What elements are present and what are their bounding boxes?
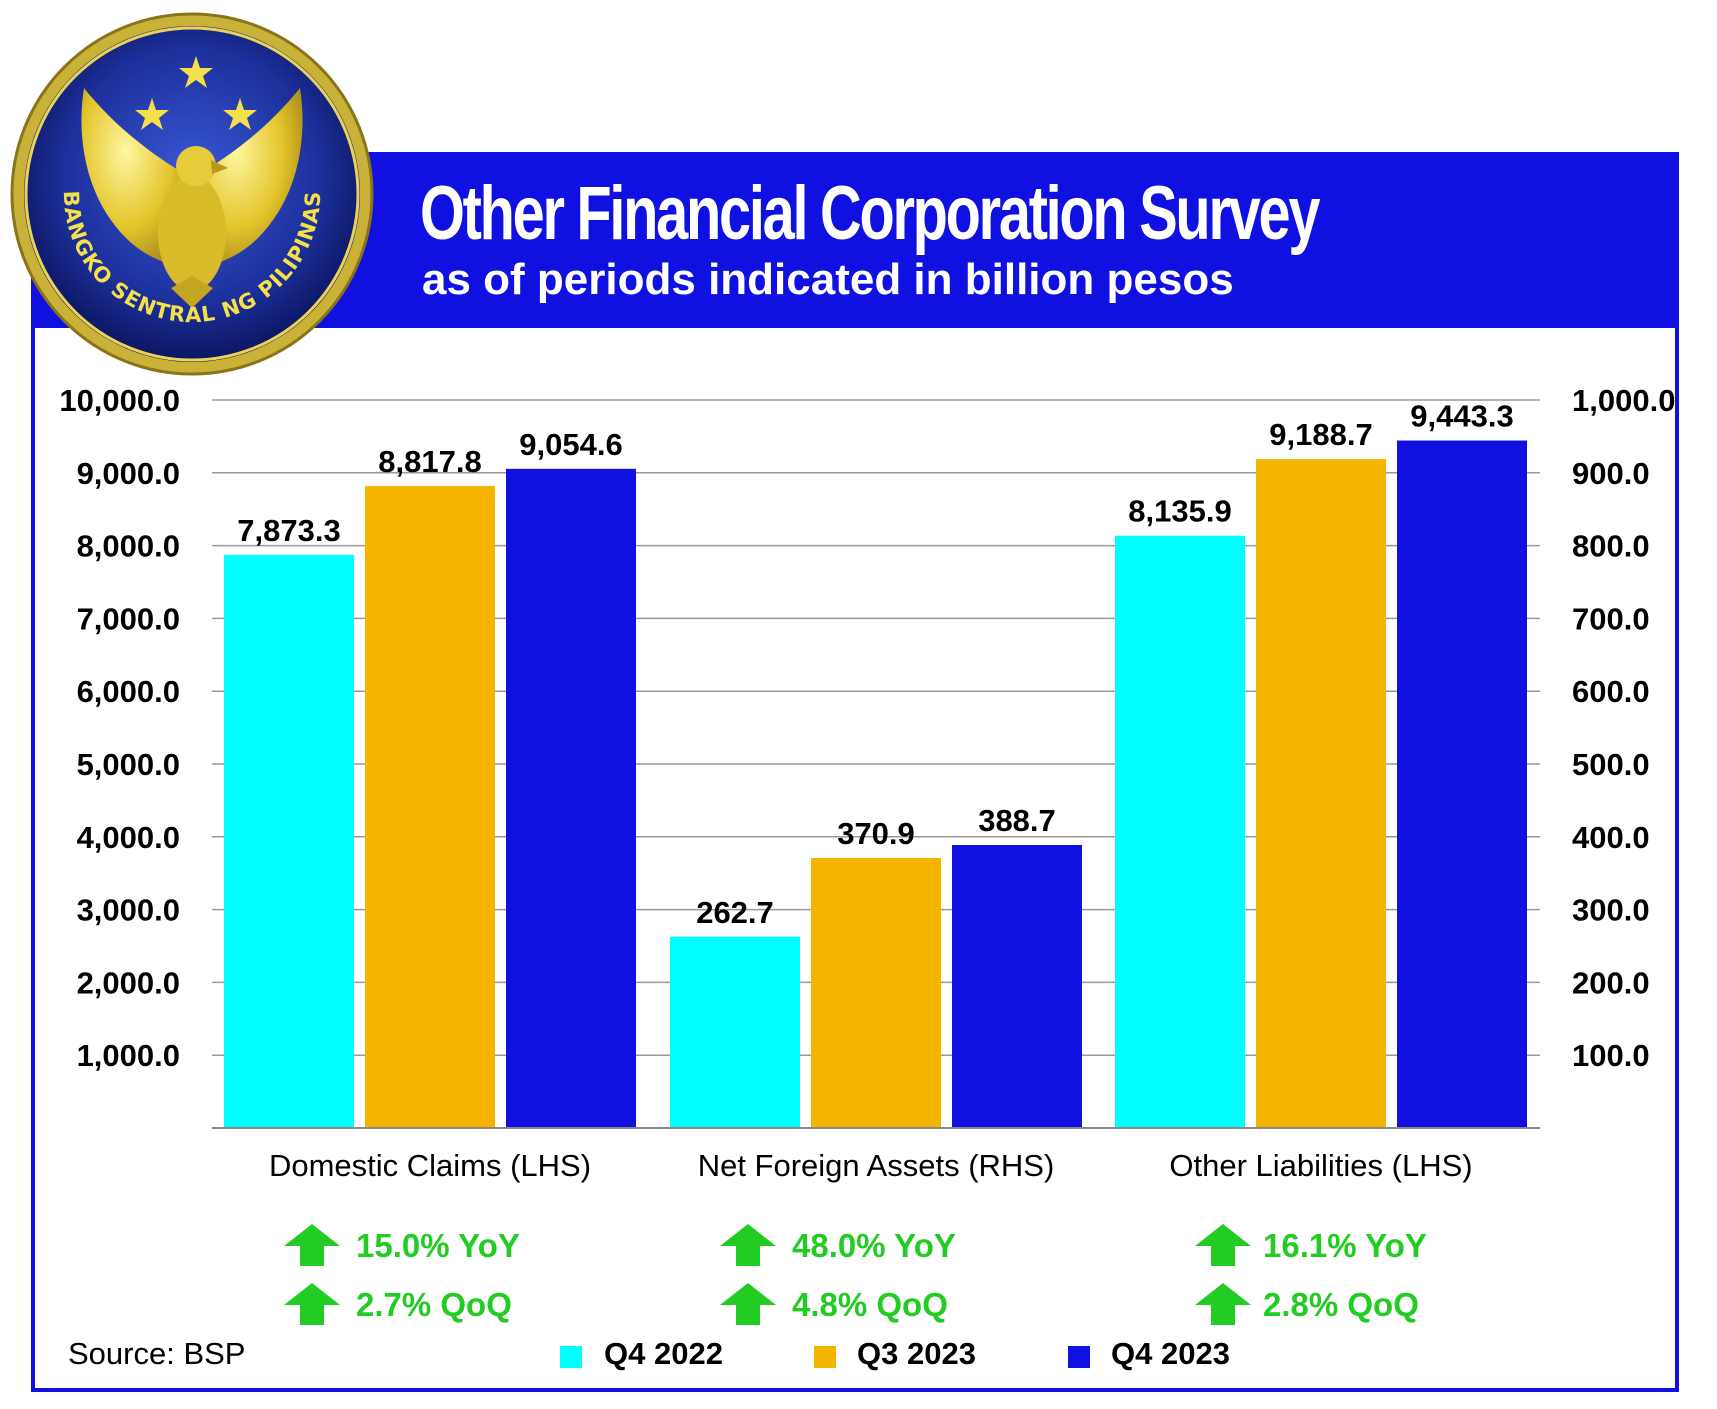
right-axis-tick-label: 700.0 [1572, 601, 1650, 636]
up-arrow-icon [720, 1224, 776, 1266]
legend-label-q4-2023: Q4 2023 [1111, 1336, 1230, 1371]
left-axis-tick-label: 1,000.0 [77, 1038, 180, 1073]
right-axis-tick-label: 900.0 [1572, 456, 1650, 491]
axes: 1,000.0 100.0 2,000.0 200.0 3,000.0 300.0 4,00… [59, 383, 1675, 1183]
chart-title: Other Financial Corporation Survey [420, 171, 1320, 256]
bars [224, 440, 1527, 1129]
left-axis-tick-label: 10,000.0 [59, 383, 180, 418]
right-axis-tick-label: 1,000.0 [1572, 383, 1675, 418]
right-axis-tick-label: 100.0 [1572, 1038, 1650, 1073]
legend-label-q4-2022: Q4 2022 [604, 1336, 723, 1371]
star-icon [135, 98, 169, 130]
data-labels: 7,873.3 8,817.8 9,054.6 262.7 370.9 388.7 8,13… [237, 399, 1513, 930]
bar-q4-2023 [952, 845, 1082, 1128]
up-arrow-icon [284, 1224, 340, 1266]
qoq-change-label: 2.7% QoQ [356, 1286, 512, 1323]
right-axis-tick-label: 500.0 [1572, 747, 1650, 782]
bar-value-label: 262.7 [696, 895, 774, 930]
right-axis-tick-label: 400.0 [1572, 820, 1650, 855]
star-icon [223, 98, 257, 130]
category-label: Net Foreign Assets (RHS) [698, 1148, 1055, 1183]
bar-value-label: 8,817.8 [378, 444, 481, 479]
right-axis-tick-label: 300.0 [1572, 893, 1650, 928]
bar-q3-2023 [365, 486, 495, 1128]
bar-q4-2022 [670, 936, 800, 1128]
bar-value-label: 388.7 [978, 803, 1056, 838]
category-label: Other Liabilities (LHS) [1169, 1148, 1472, 1183]
legend-swatch-q4-2022 [560, 1346, 582, 1368]
right-axis-tick-label: 600.0 [1572, 674, 1650, 709]
left-axis-tick-label: 8,000.0 [77, 529, 180, 564]
bar-q3-2023 [811, 857, 941, 1128]
bar-q4-2022 [1115, 535, 1245, 1128]
bar-value-label: 7,873.3 [237, 513, 340, 548]
bar-q4-2023 [1397, 440, 1527, 1128]
left-axis-tick-label: 9,000.0 [77, 456, 180, 491]
bsp-seal-logo: BANGKO SENTRAL NG PILIPINAS [10, 12, 374, 376]
up-arrow-icon [1195, 1224, 1251, 1266]
right-axis-tick-label: 800.0 [1572, 529, 1650, 564]
qoq-change-label: 4.8% QoQ [792, 1286, 948, 1323]
legend-label-q3-2023: Q3 2023 [857, 1336, 976, 1371]
left-axis-tick-label: 6,000.0 [77, 674, 180, 709]
bar-q4-2023 [506, 468, 636, 1128]
bar-value-label: 9,443.3 [1410, 399, 1513, 434]
legend-swatch-q4-2023 [1068, 1346, 1090, 1368]
bar-value-label: 9,188.7 [1269, 417, 1372, 452]
yoy-change-label: 48.0% YoY [792, 1227, 956, 1264]
up-arrow-icon [1195, 1283, 1251, 1325]
bar-value-label: 8,135.9 [1128, 494, 1231, 529]
left-axis-tick-label: 5,000.0 [77, 747, 180, 782]
qoq-change-label: 2.8% QoQ [1263, 1286, 1419, 1323]
bar-q3-2023 [1256, 459, 1386, 1129]
chart-subtitle: as of periods indicated in billion pesos [422, 255, 1234, 304]
bar-value-label: 370.9 [837, 816, 915, 851]
left-axis-tick-label: 3,000.0 [77, 893, 180, 928]
yoy-change-label: 16.1% YoY [1263, 1227, 1427, 1264]
bar-value-label: 9,054.6 [519, 427, 622, 462]
star-icon [179, 56, 213, 88]
bar-q4-2022 [224, 554, 354, 1128]
source-note: Source: BSP [68, 1336, 246, 1371]
right-axis-tick-label: 200.0 [1572, 965, 1650, 1000]
legend-swatch-q3-2023 [814, 1346, 836, 1368]
left-axis-tick-label: 7,000.0 [77, 601, 180, 636]
category-label: Domestic Claims (LHS) [269, 1148, 591, 1183]
up-arrow-icon [284, 1283, 340, 1325]
left-axis-tick-label: 4,000.0 [77, 820, 180, 855]
up-arrow-icon [720, 1283, 776, 1325]
yoy-change-label: 15.0% YoY [356, 1227, 520, 1264]
left-axis-tick-label: 2,000.0 [77, 965, 180, 1000]
